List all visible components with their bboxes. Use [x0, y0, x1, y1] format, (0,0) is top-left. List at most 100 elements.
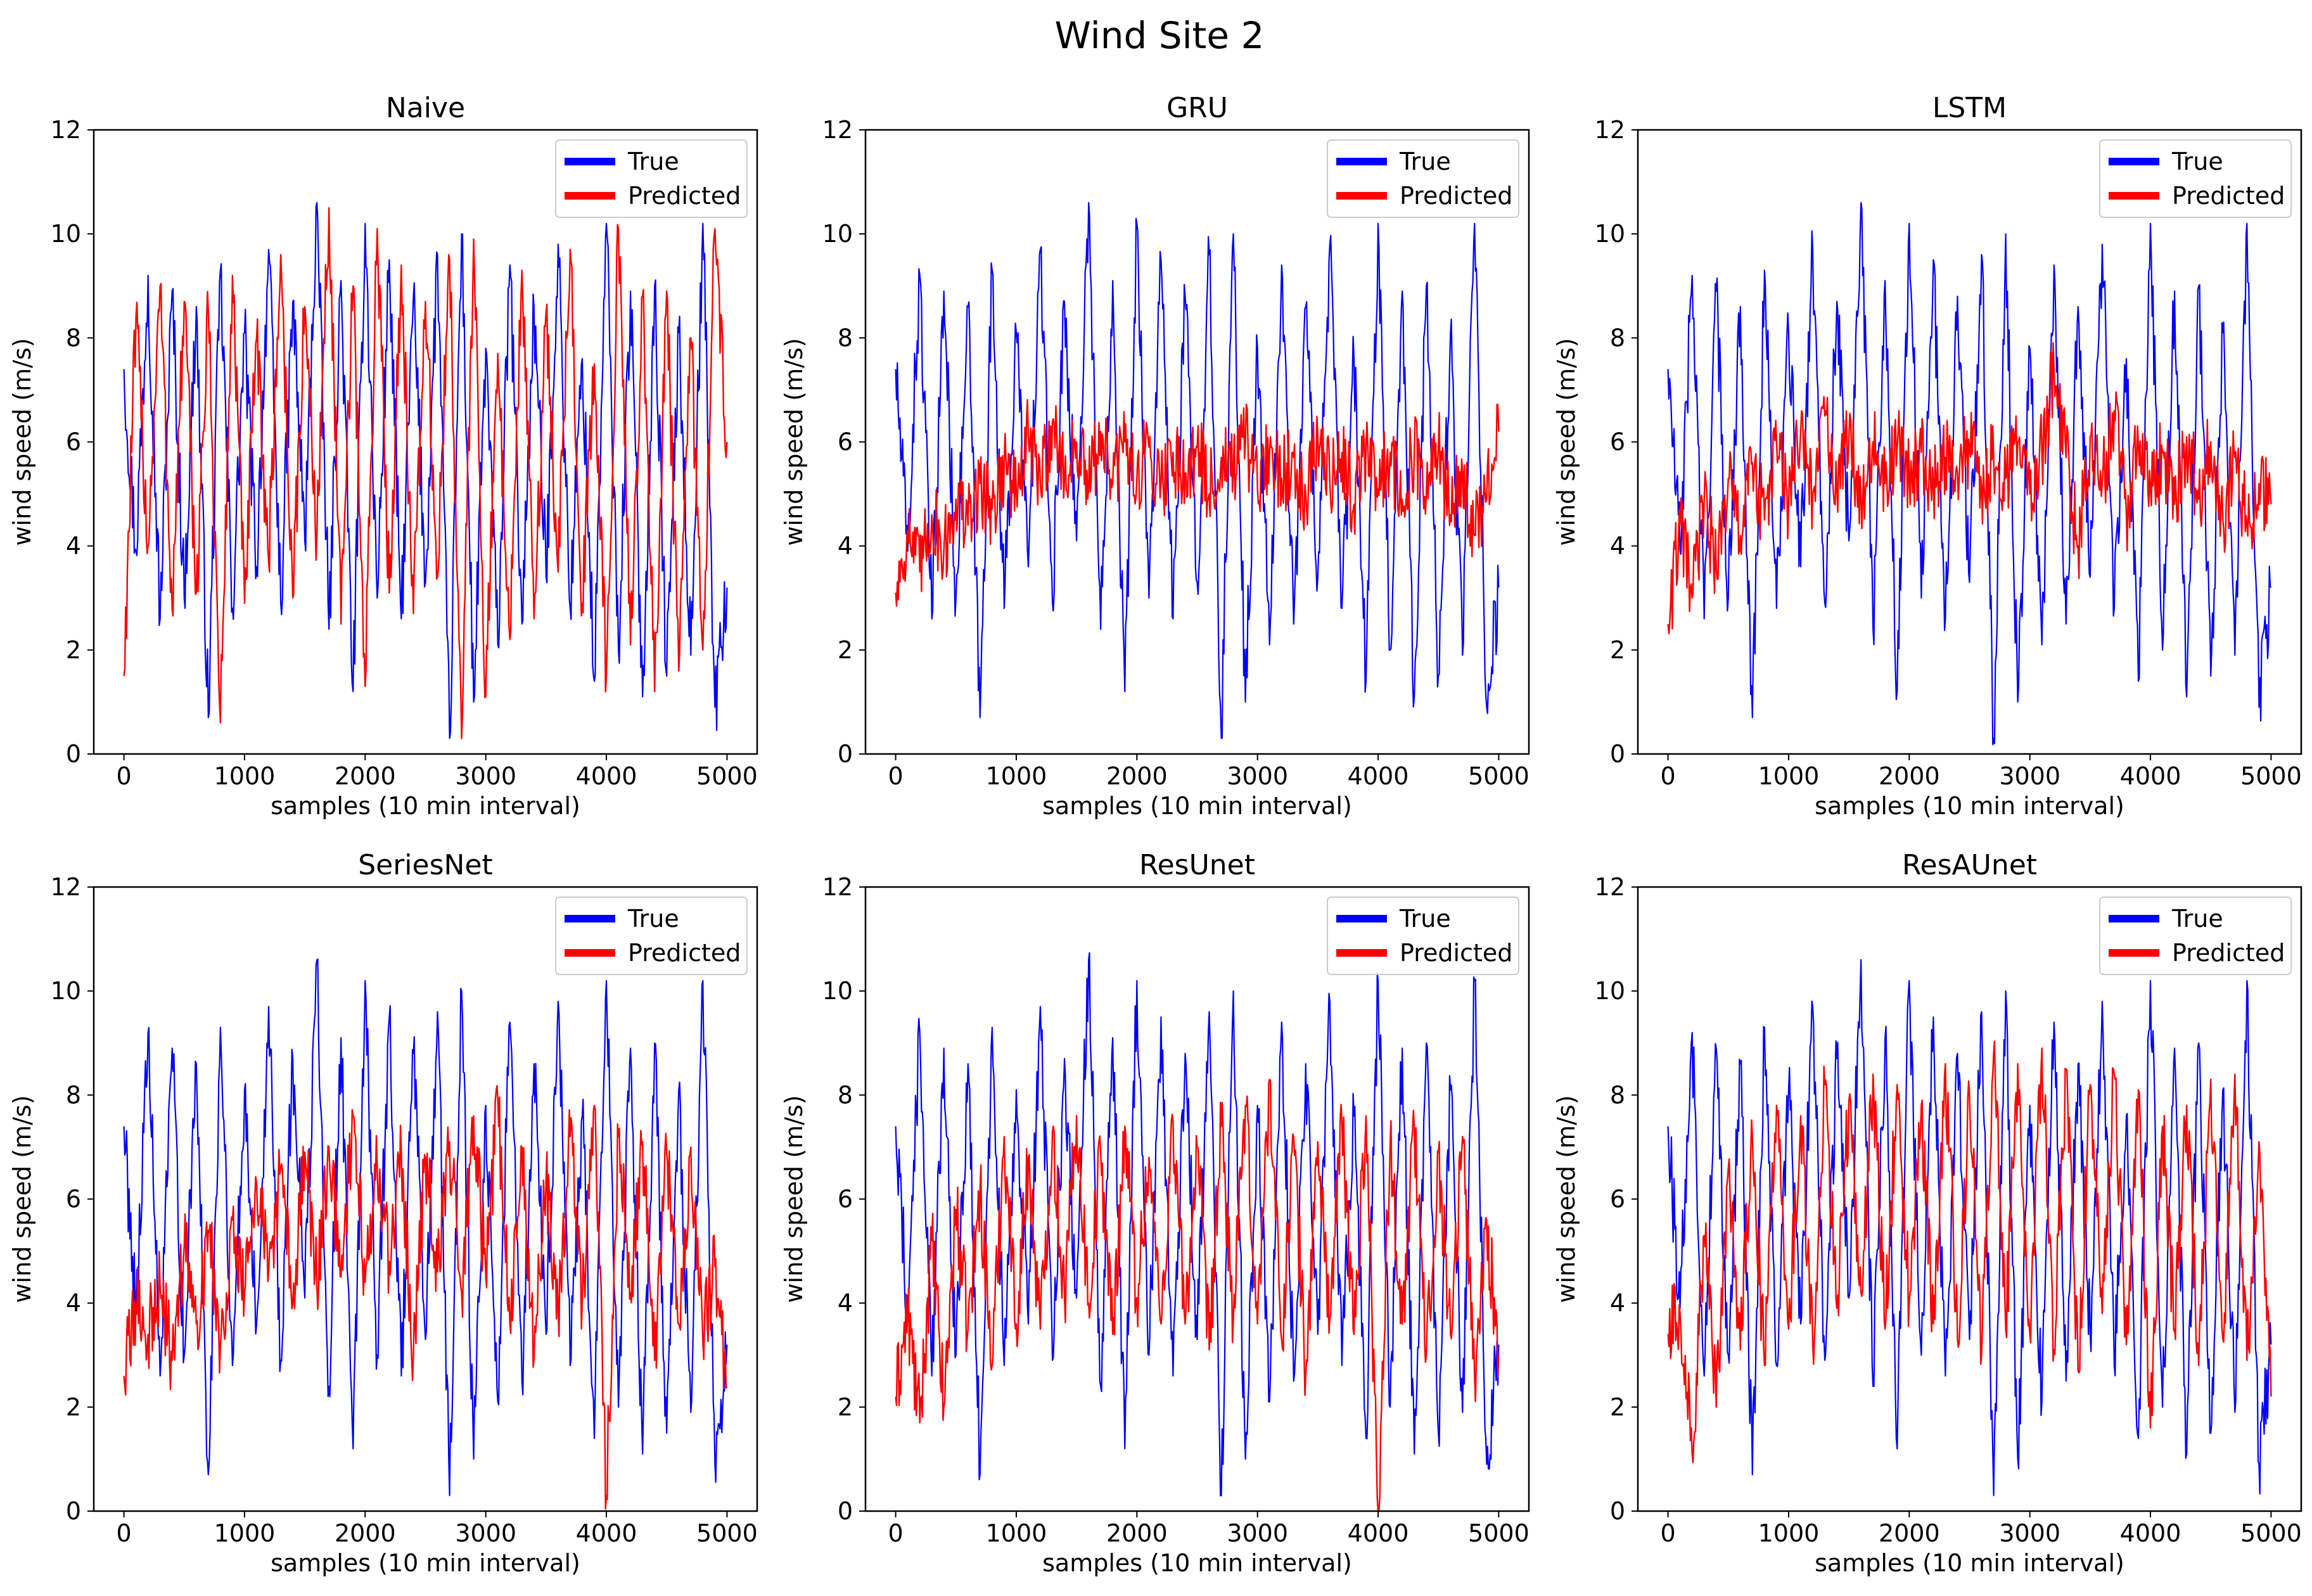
x-tick-label: 2000 — [335, 1519, 396, 1547]
subplot-resaunet: 0 1000 2000 3000 4000 5000 0 2 4 6 8 10 12 ResAUnet sa… — [1552, 849, 2302, 1577]
x-tick-label: 4000 — [1348, 762, 1409, 790]
series-true-line — [123, 958, 728, 1497]
x-tick-label: 2000 — [1879, 1519, 1940, 1547]
x-tick-label: 0 — [116, 1519, 131, 1547]
legend-label-true: True — [2171, 148, 2223, 176]
y-tick-label: 12 — [822, 116, 853, 144]
series-true-line — [123, 201, 728, 739]
y-tick-label: 6 — [838, 428, 853, 456]
x-tick-label: 0 — [1660, 1519, 1675, 1547]
legend-label-true: True — [627, 905, 679, 933]
x-tick-label: 5000 — [2240, 1519, 2302, 1547]
subplot-seriesnet: 0 1000 2000 3000 4000 5000 0 2 4 6 8 10 12 SeriesNet s… — [8, 849, 758, 1577]
subplot-title: SeriesNet — [358, 849, 493, 881]
y-axis-label: wind speed (m/s) — [780, 338, 808, 546]
legend-label-predicted: Predicted — [2172, 182, 2285, 210]
x-tick-label: 2000 — [1879, 762, 1940, 790]
legend: True Predicted — [1327, 139, 1519, 218]
y-tick-label: 2 — [66, 636, 81, 664]
y-tick-label: 0 — [66, 1497, 81, 1525]
y-tick-label: 10 — [51, 977, 81, 1005]
y-tick-label: 10 — [51, 220, 81, 248]
x-tick-label: 0 — [116, 762, 131, 790]
y-tick-label: 4 — [66, 532, 81, 560]
series-predicted-line — [123, 207, 728, 739]
legend-label-predicted: Predicted — [1400, 182, 1512, 210]
subplot-title: ResAUnet — [1902, 849, 2037, 881]
x-tick-label: 1000 — [1758, 1519, 1820, 1547]
legend-label-predicted: Predicted — [628, 939, 741, 967]
y-tick-label: 8 — [1610, 324, 1625, 352]
series-predicted-line — [123, 1085, 728, 1510]
series-true-line — [1667, 201, 2272, 746]
y-tick-label: 2 — [1610, 636, 1625, 664]
y-tick-label: 10 — [1595, 220, 1625, 248]
x-tick-label: 2000 — [335, 762, 396, 790]
subplot-naive: 0 1000 2000 3000 4000 5000 0 2 4 6 8 10 12 Naive sampl… — [8, 92, 758, 820]
legend-label-predicted: Predicted — [2172, 939, 2285, 967]
y-tick-label: 8 — [838, 324, 853, 352]
legend-label-true: True — [1399, 148, 1451, 176]
x-tick-label: 3000 — [1999, 762, 2060, 790]
x-tick-label: 3000 — [1999, 1519, 2060, 1547]
legend: True Predicted — [555, 897, 748, 975]
series-predicted-line — [1667, 342, 2272, 635]
series-predicted-line — [1667, 1040, 2272, 1464]
series-true-line — [895, 952, 1500, 1497]
x-tick-label: 4000 — [576, 1519, 637, 1547]
y-tick-label: 8 — [66, 1081, 81, 1109]
y-tick-label: 10 — [822, 977, 853, 1005]
y-tick-label: 6 — [66, 428, 81, 456]
x-axis-label: samples (10 min interval) — [271, 1549, 580, 1577]
y-tick-label: 2 — [838, 636, 853, 664]
y-tick-label: 2 — [1610, 1393, 1625, 1421]
x-tick-label: 2000 — [1106, 1519, 1168, 1547]
x-tick-label: 3000 — [455, 762, 516, 790]
x-tick-label: 5000 — [2240, 762, 2302, 790]
y-tick-label: 4 — [1610, 1289, 1625, 1317]
y-tick-label: 12 — [822, 873, 853, 901]
subplot-title: LSTM — [1932, 92, 2007, 124]
x-axis-label: samples (10 min interval) — [1042, 1549, 1352, 1577]
x-tick-label: 5000 — [696, 1519, 758, 1547]
y-tick-label: 4 — [66, 1289, 81, 1317]
x-tick-label: 5000 — [696, 762, 758, 790]
y-tick-label: 0 — [1610, 1497, 1625, 1525]
y-tick-label: 0 — [838, 1497, 853, 1525]
y-axis-label: wind speed (m/s) — [780, 1095, 808, 1303]
y-axis-label: wind speed (m/s) — [8, 338, 36, 546]
x-tick-label: 4000 — [576, 762, 637, 790]
y-tick-label: 6 — [66, 1185, 81, 1213]
x-axis-label: samples (10 min interval) — [1042, 792, 1352, 820]
legend-label-predicted: Predicted — [1400, 939, 1512, 967]
y-tick-label: 0 — [1610, 740, 1625, 768]
y-tick-label: 2 — [66, 1393, 81, 1421]
series-predicted-line — [895, 399, 1500, 607]
series-true-line — [895, 201, 1500, 739]
subplot-gru: 0 1000 2000 3000 4000 5000 0 2 4 6 8 10 12 GRU samples… — [780, 92, 1530, 820]
x-axis-label: samples (10 min interval) — [271, 792, 580, 820]
legend-label-true: True — [2171, 905, 2223, 933]
subplot-resunet: 0 1000 2000 3000 4000 5000 0 2 4 6 8 10 12 ResUnet sam… — [780, 849, 1530, 1577]
legend-label-true: True — [627, 148, 679, 176]
series-predicted-line — [895, 1078, 1500, 1511]
y-tick-label: 0 — [66, 740, 81, 768]
x-tick-label: 2000 — [1106, 762, 1168, 790]
x-tick-label: 1000 — [214, 762, 276, 790]
subplot-title: ResUnet — [1139, 849, 1255, 881]
x-tick-label: 1000 — [214, 1519, 276, 1547]
series-true-line — [1667, 959, 2272, 1497]
x-axis-label: samples (10 min interval) — [1815, 792, 2124, 820]
y-tick-label: 6 — [1610, 428, 1625, 456]
x-tick-label: 1000 — [986, 762, 1047, 790]
y-tick-label: 8 — [66, 324, 81, 352]
x-tick-label: 4000 — [2120, 762, 2181, 790]
y-tick-label: 8 — [838, 1081, 853, 1109]
x-tick-label: 5000 — [1468, 762, 1530, 790]
y-axis-label: wind speed (m/s) — [8, 1095, 36, 1303]
y-tick-label: 12 — [1595, 116, 1625, 144]
x-tick-label: 4000 — [1348, 1519, 1409, 1547]
legend-label-predicted: Predicted — [628, 182, 741, 210]
